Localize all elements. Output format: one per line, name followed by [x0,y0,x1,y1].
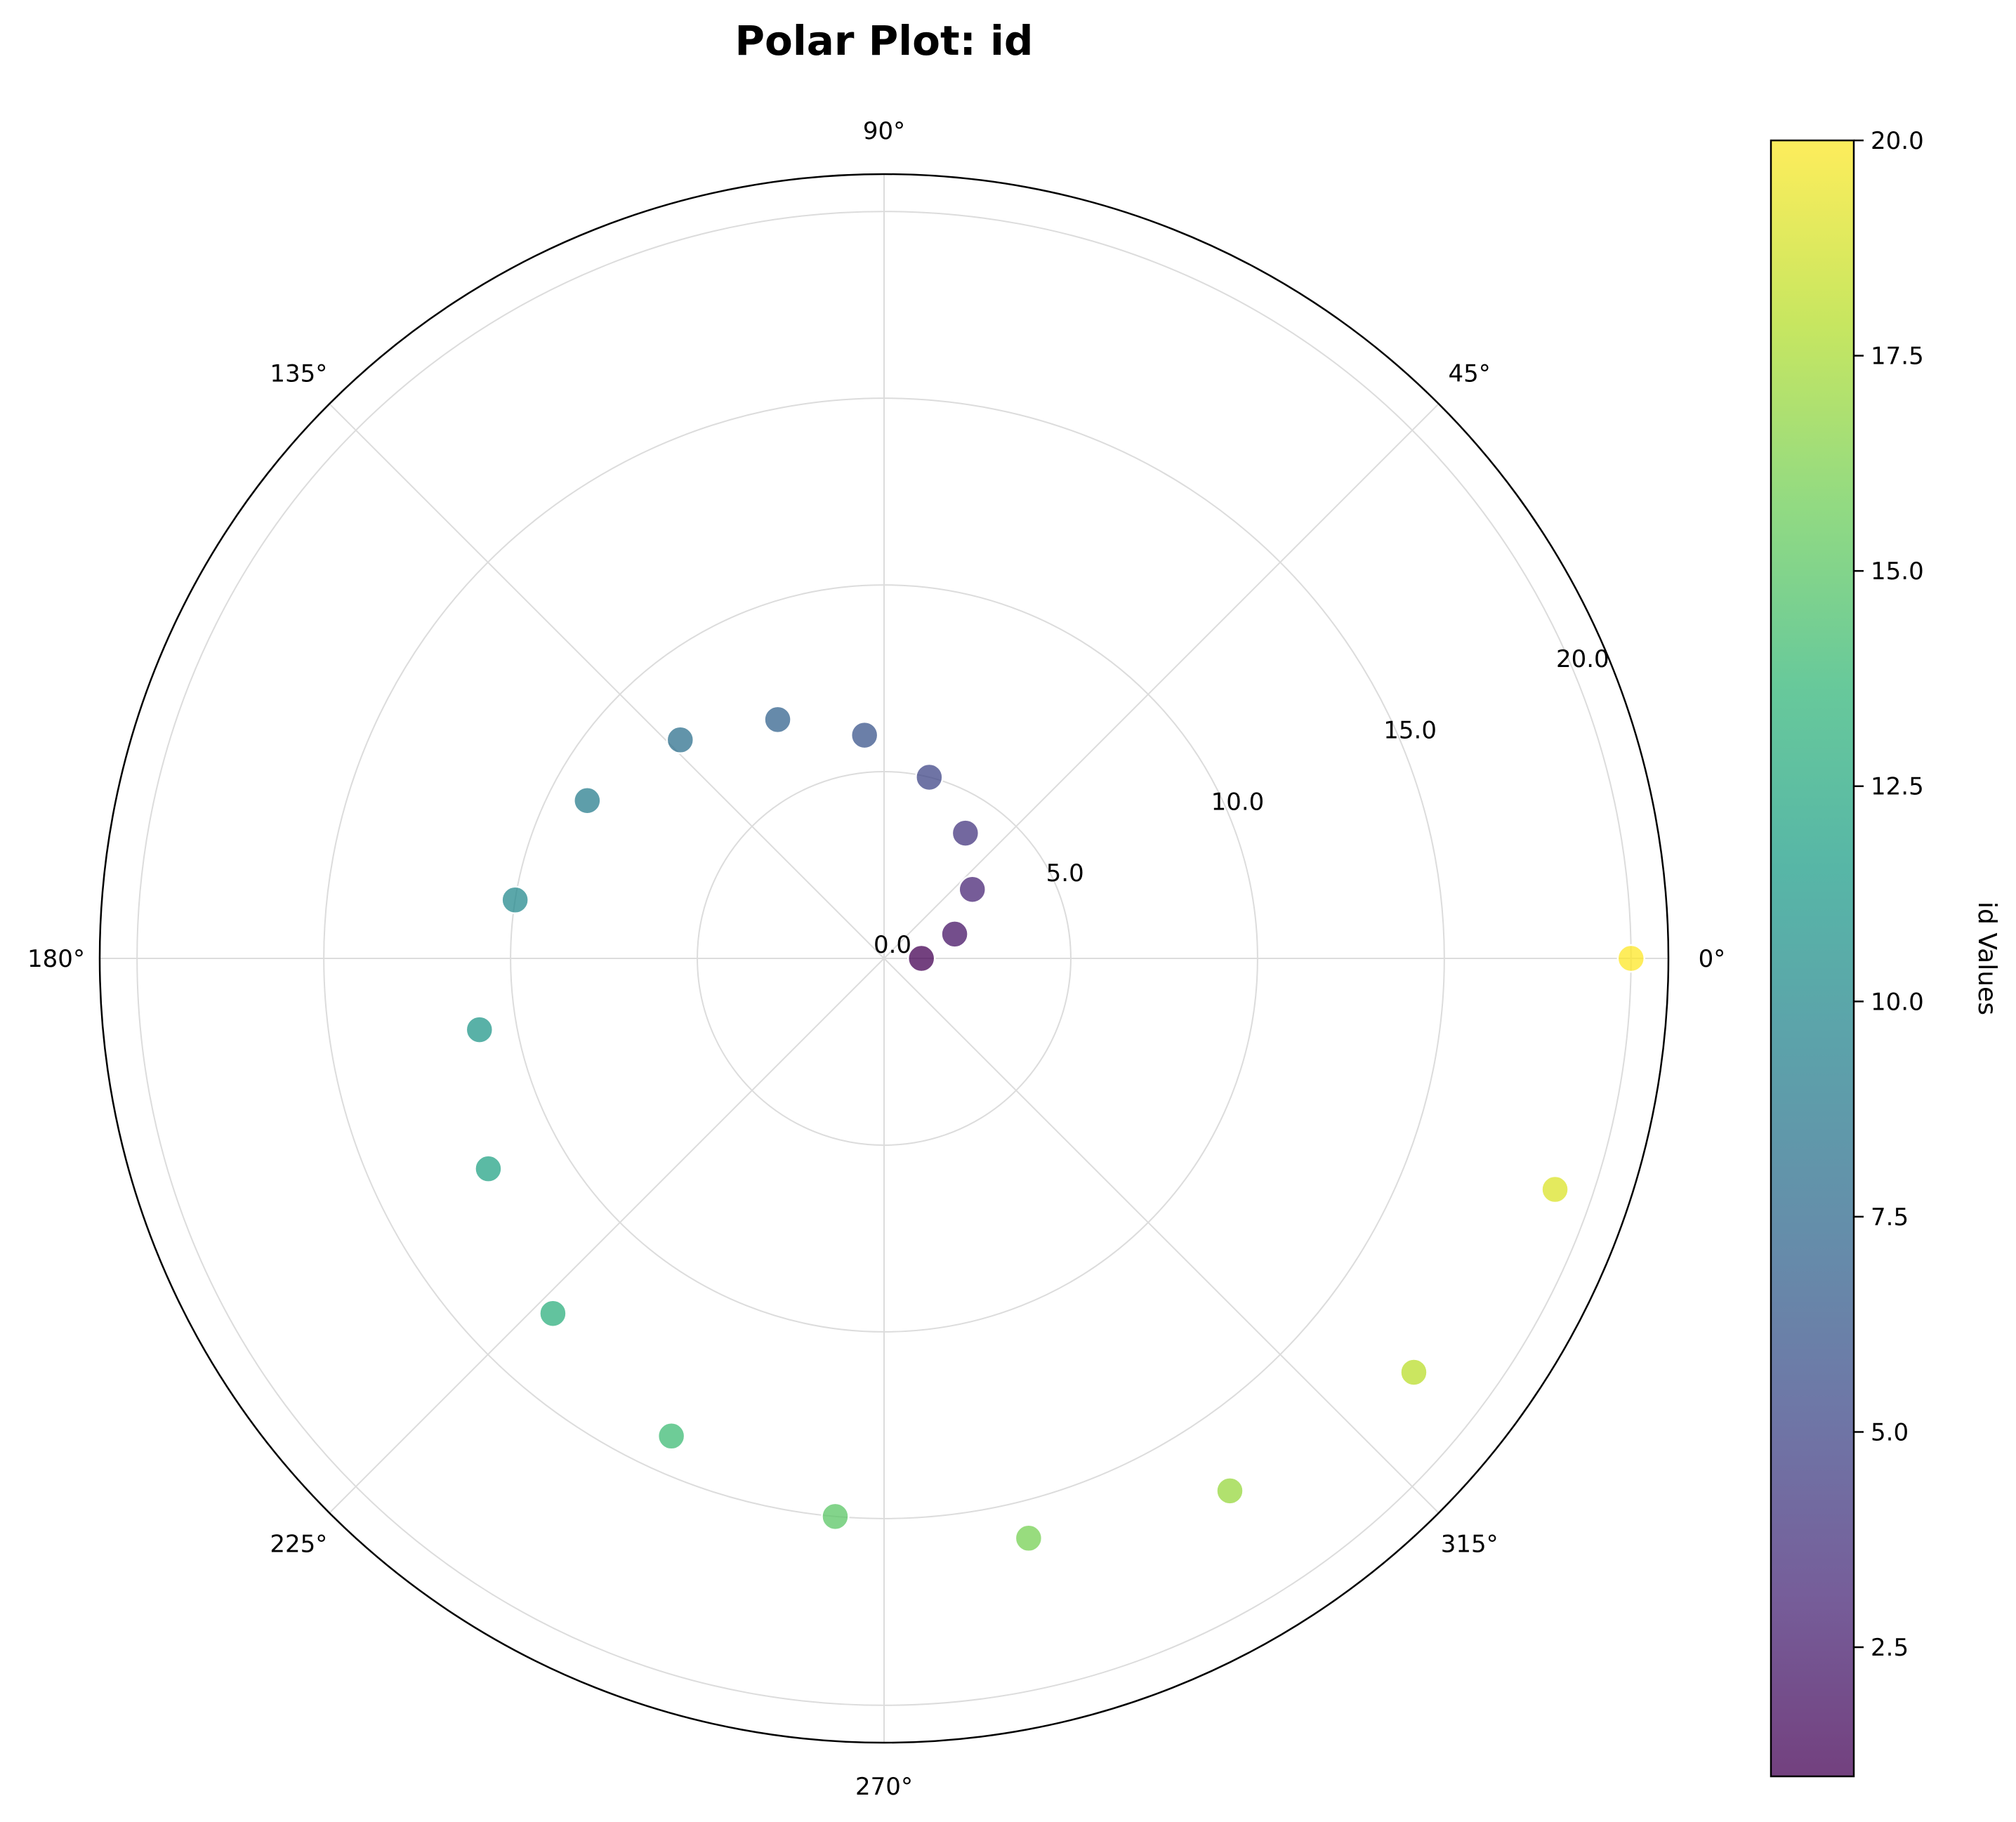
colorbar-tick-label: 12.5 [1871,773,1924,801]
colorbar-tick-label: 20.0 [1871,127,1924,155]
data-point [465,1015,494,1044]
data-point [501,885,529,915]
data-point [539,1299,567,1328]
angle-tick-label: 270° [855,1773,913,1801]
angle-tick-label: 225° [270,1531,327,1559]
angular-gridline [883,403,1439,959]
radial-tick-label: 15.0 [1383,717,1437,745]
colorbar-tick-label: 2.5 [1871,1634,1909,1662]
data-point [958,875,987,904]
angle-tick-label: 315° [1441,1531,1498,1559]
angle-tick-label: 90° [863,117,905,145]
radial-tick-label: 10.0 [1211,788,1265,816]
colorbar-label: id Values [1972,902,2001,1015]
angle-tick-label: 0° [1699,945,1726,973]
colorbar-gradient [1770,139,1855,1778]
angular-gridline [329,403,885,959]
angular-gridline [883,958,1439,1514]
data-point [1215,1477,1244,1505]
angle-tick-label: 180° [27,945,85,973]
data-point [573,786,602,815]
chart-title: Polar Plot: id [735,17,1034,65]
data-point [951,819,980,847]
angular-gridline [329,958,885,1514]
data-point [1014,1524,1043,1553]
data-point [474,1154,503,1183]
angle-tick-label: 135° [270,359,327,388]
data-point [821,1502,850,1531]
data-point [657,1422,686,1451]
data-point [666,725,695,755]
data-point [1616,944,1646,973]
colorbar-tick-label: 15.0 [1871,557,1924,586]
angle-tick-label: 45° [1449,359,1491,388]
data-point [915,763,944,792]
data-point [763,705,792,734]
polar-frame [98,173,1670,1744]
radial-tick-label: 0.0 [874,931,911,959]
colorbar-tick-label: 10.0 [1871,988,1924,1016]
data-point [1541,1175,1569,1204]
radial-tick-label: 20.0 [1556,645,1609,673]
colorbar-tick-label: 5.0 [1871,1418,1909,1446]
radial-tick-label: 5.0 [1046,859,1084,887]
polar-axes: 0° 45° 90° 135° 180° 225° 270° 315° 0.0 5.0 10.0 15… [27,117,1725,1801]
data-point [907,944,936,973]
colorbar-tick-label: 17.5 [1871,343,1924,371]
colorbar: 2.5 5.0 7.5 10.0 12.5 15.0 17.5 20.0 id Values [1770,127,2001,1778]
data-point [1399,1358,1428,1387]
data-point [850,720,879,750]
colorbar-tick-label: 7.5 [1871,1203,1909,1232]
data-point [940,920,969,949]
